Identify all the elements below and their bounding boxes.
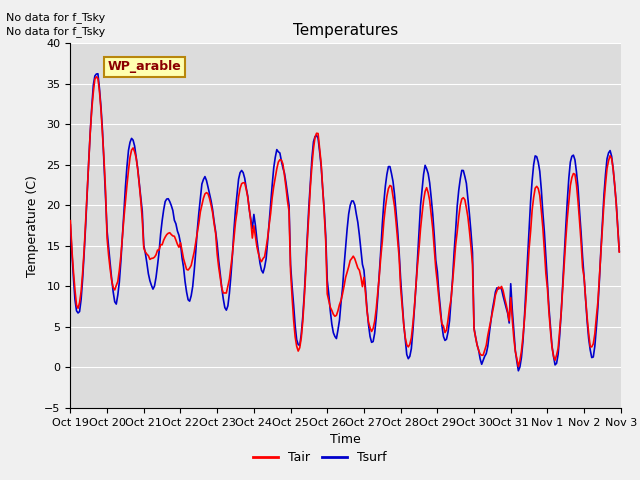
Tair (515, 364, 522, 370)
Tair (250, 223, 258, 228)
Y-axis label: Temperature (C): Temperature (C) (26, 175, 39, 276)
Tsurf (67, 222, 74, 228)
Tair (136, 181, 143, 187)
Tsurf (515, 368, 522, 373)
Legend: Tair, Tsurf: Tair, Tsurf (248, 446, 392, 469)
X-axis label: Time: Time (330, 433, 361, 446)
Tsurf (616, 248, 623, 254)
Tair (67, 218, 74, 224)
Tsurf (259, 270, 267, 276)
Line: Tair: Tair (70, 77, 620, 367)
Text: No data for f_Tsky: No data for f_Tsky (6, 12, 106, 23)
Title: Temperatures: Temperatures (293, 23, 398, 38)
Tair (616, 249, 623, 255)
Tair (588, 344, 596, 350)
Text: No data for f_Tsky: No data for f_Tsky (6, 26, 106, 37)
Tair (308, 162, 316, 168)
Line: Tsurf: Tsurf (70, 74, 620, 371)
Tsurf (308, 155, 316, 161)
Tsurf (94, 71, 102, 77)
Text: WP_arable: WP_arable (108, 60, 182, 73)
Tair (232, 219, 239, 225)
Tsurf (250, 212, 258, 217)
Tsurf (136, 180, 143, 185)
Tsurf (232, 206, 239, 212)
Tair (259, 256, 267, 262)
Tsurf (588, 355, 596, 360)
Tair (93, 74, 100, 80)
